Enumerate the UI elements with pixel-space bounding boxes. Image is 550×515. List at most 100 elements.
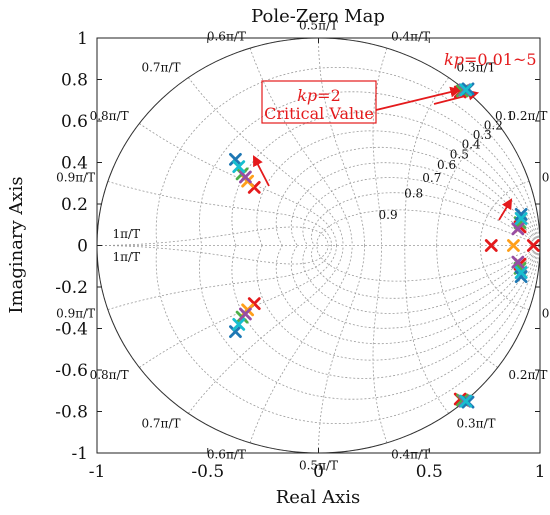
grid-labels: 0.1π/T 0.2π/T 0.3π/T 0.4π/T 0.5π/T 0.6π/T 0.7π…: [56, 19, 550, 473]
kp-range-rest: =0.01~5: [464, 50, 537, 69]
pole-marker: [229, 152, 242, 166]
y-tick-label: 0.4: [61, 154, 88, 174]
pole-marker: [229, 325, 242, 339]
damping-label: 0.5: [450, 147, 469, 161]
frequency-curve: [404, 77, 450, 246]
frequency-curve: [187, 77, 344, 246]
damping-curve: [199, 245, 540, 400]
frequency-curve: [404, 245, 450, 414]
frequency-label-lower: 0.8π/T: [90, 368, 129, 382]
damping-label: 0.3: [473, 128, 492, 142]
frequency-label-upper: 0.1π/T: [542, 171, 550, 185]
frequency-curve: [249, 48, 353, 246]
x-tick-label: -1: [89, 462, 106, 482]
damping-curve: [316, 245, 540, 282]
pole-marker: [514, 270, 528, 284]
x-tick-label: -0.5: [191, 462, 224, 482]
y-tick-label: 0.2: [61, 195, 88, 215]
kp-critical-var: kp: [297, 86, 317, 105]
damping-curve: [275, 146, 540, 246]
frequency-label-lower: 1π/T: [113, 250, 141, 264]
damping-curve: [311, 192, 540, 246]
damping-label: 0.6: [437, 158, 456, 172]
kp-critical-label: kp=2: [297, 86, 341, 105]
frequency-label-upper: 0.9π/T: [56, 171, 95, 185]
x-tick-label: 1: [535, 462, 546, 482]
critical-pointer-arrow: [375, 86, 462, 111]
frequency-curve: [107, 245, 332, 310]
kp-range-label: kp=0.01~5: [444, 50, 537, 69]
pole-marker: [459, 394, 473, 408]
pole-marker: [484, 239, 498, 252]
y-tick-label: -0.6: [55, 361, 88, 381]
y-tick-label: 1: [77, 29, 88, 49]
damping-curve: [155, 245, 540, 424]
axis-ticks: -1 -0.5 0 0.5 110.80.60.40.20-0.2-0.4-0.6-0.…: [55, 29, 545, 482]
y-axis-title: Imaginary Axis: [6, 176, 27, 313]
y-tick-label: -0.2: [55, 278, 88, 298]
y-tick-label: -0.4: [55, 320, 88, 340]
damping-curve: [290, 162, 540, 246]
frequency-curve: [479, 181, 530, 246]
frequency-label-lower: 0.7π/T: [141, 416, 180, 430]
kp-range-var: kp: [444, 50, 464, 69]
pole-marker: [232, 317, 246, 331]
damping-curve: [199, 91, 540, 246]
frequency-label-lower: 0.3π/T: [457, 416, 496, 430]
pole-marker: [459, 83, 473, 97]
x-axis-title: Real Axis: [276, 487, 361, 508]
damping-curve: [231, 245, 540, 379]
damping-curve: [290, 245, 540, 329]
frequency-label-upper: 0.7π/T: [141, 61, 180, 75]
damping-label: 0.8: [404, 186, 423, 200]
frequency-label-lower: 0.1π/T: [542, 307, 550, 321]
frequency-label-lower: 0.9π/T: [56, 307, 95, 321]
frequency-curve: [97, 245, 329, 265]
y-tick-label: 0.8: [61, 71, 88, 91]
pole-marker: [239, 170, 252, 184]
damping-label: 0.9: [379, 208, 398, 222]
critical-value-box: [261, 80, 377, 124]
frequency-curve: [436, 123, 498, 246]
arrow-right-branch: [498, 198, 513, 221]
pole-markers: [229, 82, 540, 409]
pole-marker: [232, 160, 246, 174]
frequency-label-upper: 0.3π/T: [457, 61, 496, 75]
frequency-label-upper: 0.5π/T: [299, 19, 338, 33]
frequency-curve: [97, 226, 329, 246]
pole-marker: [239, 307, 252, 321]
critical-value-label: Critical Value: [264, 104, 374, 123]
damping-curve: [316, 209, 540, 246]
chart-title: Pole-Zero Map: [251, 6, 385, 27]
y-tick-label: 0.6: [61, 112, 88, 132]
frequency-curve: [139, 123, 337, 246]
damping-curve: [256, 245, 540, 361]
frequency-curve: [249, 245, 353, 443]
frequency-curve: [436, 245, 498, 368]
pole-marker: [514, 212, 528, 225]
damping-curve: [311, 245, 540, 299]
frequency-label-lower: 0.6π/T: [207, 448, 246, 462]
frequency-label-upper: 0.2π/T: [508, 109, 547, 123]
damping-curve: [275, 245, 540, 345]
x-tick-label: 0: [313, 462, 324, 482]
frequency-label-upper: 0.4π/T: [391, 29, 430, 43]
damping-label: 0.7: [422, 171, 441, 185]
damping-curve: [256, 130, 540, 246]
damping-label: 0.1: [495, 109, 514, 123]
y-tick-label: -1: [71, 444, 88, 464]
frequency-curve: [372, 48, 388, 246]
frequency-label-lower: 0.5π/T: [299, 458, 338, 472]
pole-marker: [511, 222, 525, 236]
frequency-curve: [479, 245, 530, 310]
pole-marker: [507, 239, 520, 252]
frequency-label-upper: 1π/T: [113, 227, 141, 241]
pole-marker: [511, 255, 525, 269]
pole-marker: [514, 266, 528, 279]
frequency-curve: [372, 245, 388, 443]
damping-curve: [155, 67, 540, 246]
damping-label: 0.2: [484, 118, 503, 132]
pole-marker: [526, 239, 540, 252]
arrow-left-branch: [253, 155, 270, 187]
